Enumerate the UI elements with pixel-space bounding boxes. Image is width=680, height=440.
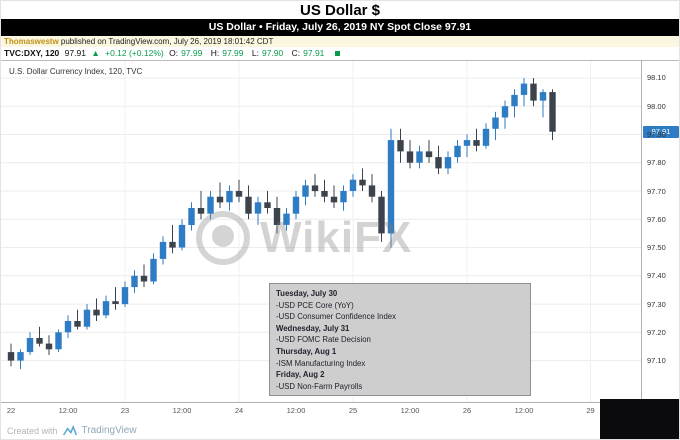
- y-axis-label: 97.60: [647, 214, 666, 224]
- x-axis-label: 29: [586, 406, 595, 415]
- calendar-line: Wednesday, July 31: [276, 323, 350, 333]
- attribution-username[interactable]: Thomaswestw: [4, 37, 59, 46]
- ohlc-high: H: 97.99: [210, 48, 244, 58]
- x-axis-label: 12:00: [58, 406, 78, 415]
- x-axis-label: 25: [348, 406, 358, 415]
- calendar-line: -USD Non-Farm Payrolls: [276, 381, 363, 391]
- x-axis-label: 12:00: [400, 406, 420, 415]
- calendar-line: -USD FOMC Rate Decision: [276, 335, 371, 345]
- calendar-line: Friday, Aug 2: [276, 370, 325, 380]
- up-arrow-icon: ▲: [91, 48, 100, 58]
- y-axis-label: 98.00: [647, 101, 666, 111]
- chart-canvas[interactable]: U.S. Dollar Currency Index, 120, TVC Wik…: [1, 60, 641, 403]
- ohlc-open: O: 97.99: [169, 48, 203, 58]
- time-axis[interactable]: 22 12:00 23 12:00 24 12:00 25 12:00 26 12:00 29: [1, 402, 679, 420]
- footer: Created with TradingView: [1, 420, 679, 439]
- ohlc-close: C: 97.91: [291, 48, 325, 58]
- calendar-line: Tuesday, July 30: [276, 289, 338, 298]
- ohlc-low: L: 97.90: [251, 48, 284, 58]
- y-axis-label: 97.10: [647, 356, 666, 366]
- attribution-row: Thomaswestw published on TradingView.com…: [1, 36, 679, 47]
- ticker-change: +0.12 (+0.12%): [105, 48, 164, 58]
- x-axis-label: 22: [6, 406, 16, 415]
- price-axis[interactable]: 97.91 98.10 98.00 97.90 97.80 97.70 97.60 97.5…: [641, 60, 679, 402]
- ticker-last-price: 97.91: [64, 48, 86, 58]
- tradingview-logo-icon[interactable]: [62, 424, 78, 437]
- x-axis-label: 12:00: [172, 406, 192, 415]
- calendar-line: Thursday, Aug 1: [276, 346, 337, 356]
- calendar-line: -USD PCE Core (YoY): [276, 300, 354, 310]
- y-axis-label: 97.70: [647, 186, 666, 196]
- y-axis-label: 97.30: [647, 299, 666, 309]
- ticker-symbol: TVC:DXY, 120: [4, 48, 60, 58]
- tradingview-brand[interactable]: TradingView: [81, 425, 137, 436]
- y-axis-label: 97.80: [647, 158, 666, 168]
- status-dot-icon: [334, 51, 340, 57]
- calendar-line: -ISM Manufacturing Index: [276, 358, 366, 368]
- y-axis-label: 97.90: [647, 129, 666, 139]
- y-axis-label: 98.10: [647, 73, 666, 83]
- y-axis-label: 97.50: [647, 243, 666, 253]
- x-axis-label: 26: [462, 406, 472, 415]
- ticker-row: TVC:DXY, 120 97.91 ▲ +0.12 (+0.12%) O: 97…: [1, 47, 679, 60]
- economic-calendar-annotation: Tuesday, July 30 -USD PCE Core (YoY) -USD …: [269, 283, 531, 396]
- page-title: US Dollar $: [299, 2, 381, 19]
- y-axis-label: 97.40: [647, 271, 666, 281]
- created-with-label: Created with: [7, 425, 58, 436]
- calendar-line: -USD Consumer Confidence Index: [276, 312, 397, 322]
- attribution-text: published on TradingView.com, July 26, 2…: [58, 37, 274, 46]
- x-axis-label: 12:00: [514, 406, 534, 415]
- x-axis-label: 24: [234, 406, 244, 415]
- y-axis-label: 97.20: [647, 327, 666, 337]
- subtitle-bar: US Dollar • Friday, July 26, 2019 NY Spo…: [1, 19, 679, 36]
- chart-instrument-label: U.S. Dollar Currency Index, 120, TVC: [9, 67, 143, 76]
- corner-banner: [600, 399, 679, 439]
- x-axis-label: 12:00: [286, 406, 306, 415]
- last-price-badge: 97.91: [643, 125, 679, 138]
- x-axis-label: 23: [120, 406, 130, 415]
